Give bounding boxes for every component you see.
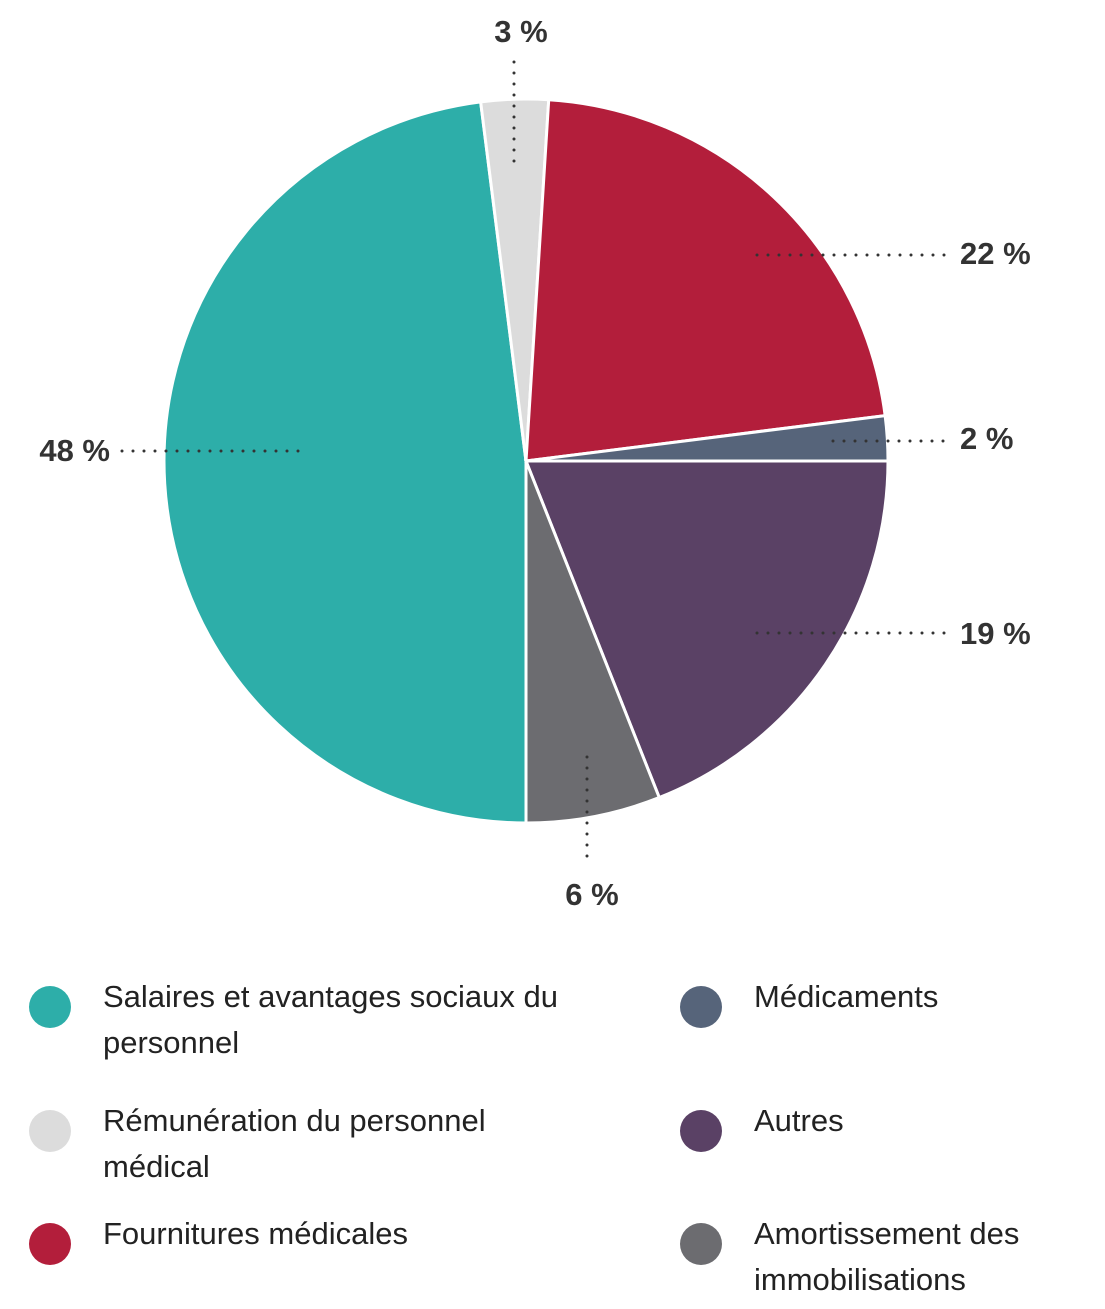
pie-slice (524, 460, 662, 825)
legend-swatch (29, 1110, 71, 1152)
data-label: 3 % (494, 14, 547, 49)
legend-label: Autres (754, 1103, 844, 1138)
legend-item: Rémunération du personnel médical (29, 1103, 593, 1190)
data-label: 2 % (960, 421, 1013, 456)
data-label: 19 % (960, 616, 1031, 651)
pie-slice (162, 100, 528, 825)
legend-swatch (680, 1110, 722, 1152)
pie-slice (523, 459, 890, 800)
legend-item: Autres (680, 1103, 1094, 1152)
data-label: 22 % (960, 236, 1031, 271)
legend-swatch (29, 986, 71, 1028)
legend-item: Médicaments (680, 979, 1094, 1028)
legend-label: Fournitures médicales (103, 1216, 408, 1251)
legend-label: Médicaments (754, 979, 939, 1014)
legend-label: Salaires et avantages sociaux du personn… (103, 979, 558, 1060)
data-label: 48 % (39, 433, 110, 468)
chart: 48 % 3 % 22 % 2 % 19 % 6 % (39, 14, 1031, 912)
legend-label: Amortissement des immobilisations (754, 1216, 1020, 1297)
legend-swatch (680, 986, 722, 1028)
legend-item: Fournitures médicales (29, 1216, 593, 1265)
data-label: 6 % (565, 877, 618, 912)
legend-label: Rémunération du personnel médical (103, 1103, 486, 1184)
legend-item: Salaires et avantages sociaux du personn… (29, 979, 593, 1066)
legend-swatch (29, 1223, 71, 1265)
pie-slice (524, 98, 887, 463)
legend-item: Amortissement des immobilisations (680, 1216, 1094, 1303)
legend-swatch (680, 1223, 722, 1265)
